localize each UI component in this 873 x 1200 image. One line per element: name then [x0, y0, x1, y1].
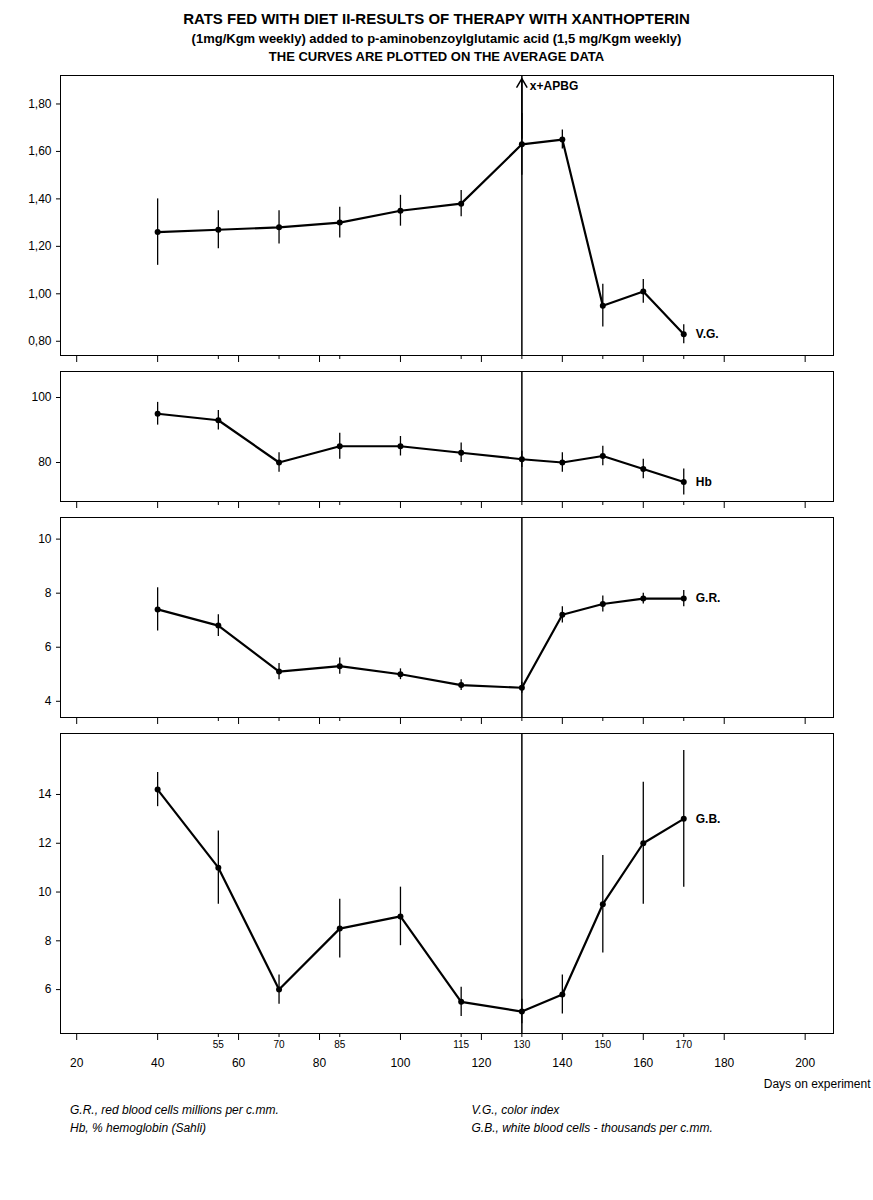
- svg-text:40: 40: [151, 1056, 165, 1070]
- svg-text:55: 55: [213, 1039, 225, 1050]
- svg-text:1,20: 1,20: [28, 239, 52, 253]
- html-text:V.G., color index: V.G., color index: [471, 1103, 560, 1117]
- svg-text:170: 170: [675, 1039, 692, 1050]
- svg-text:85: 85: [334, 1039, 346, 1050]
- svg-text:6: 6: [45, 982, 52, 996]
- svg-text:180: 180: [714, 1056, 734, 1070]
- svg-text:20: 20: [70, 1056, 84, 1070]
- svg-text:100: 100: [390, 1056, 410, 1070]
- svg-text:130: 130: [514, 1039, 531, 1050]
- svg-text:12: 12: [38, 836, 52, 850]
- svg-text:Days on experiment: Days on experiment: [764, 1077, 871, 1091]
- svg-text:80: 80: [313, 1056, 327, 1070]
- svg-text:G.R.: G.R.: [696, 591, 721, 605]
- html-text:G.R., red blood cells millions: G.R., red blood cells millions per c.mm.: [70, 1103, 279, 1117]
- html-text:Hb, % hemoglobin (Sahli): Hb, % hemoglobin (Sahli): [70, 1121, 207, 1135]
- html-text:RATS FED WITH DIET II-RESULTS: RATS FED WITH DIET II-RESULTS OF THERAPY…: [183, 10, 690, 27]
- svg-text:200: 200: [795, 1056, 815, 1070]
- svg-text:0,80: 0,80: [28, 334, 52, 348]
- svg-text:G.B.: G.B.: [696, 812, 721, 826]
- svg-text:1,00: 1,00: [28, 287, 52, 301]
- svg-text:V.G.: V.G.: [696, 327, 719, 341]
- html-text:G.B., white blood cells - thou: G.B., white blood cells - thousands per …: [471, 1121, 713, 1135]
- html-text:THE CURVES ARE PLOTTED ON THE: THE CURVES ARE PLOTTED ON THE AVERAGE DA…: [268, 49, 605, 64]
- svg-text:8: 8: [45, 586, 52, 600]
- svg-text:10: 10: [38, 532, 52, 546]
- svg-text:80: 80: [38, 455, 52, 469]
- svg-text:1,40: 1,40: [28, 192, 52, 206]
- svg-text:14: 14: [38, 787, 52, 801]
- html-text:(1mg/Kgm weekly) added to p-am: (1mg/Kgm weekly) added to p-aminobenzoyl…: [191, 31, 682, 46]
- svg-text:4: 4: [45, 694, 52, 708]
- svg-text:Hb: Hb: [696, 475, 712, 489]
- svg-text:60: 60: [232, 1056, 246, 1070]
- svg-text:150: 150: [594, 1039, 611, 1050]
- svg-text:6: 6: [45, 640, 52, 654]
- svg-text:10: 10: [38, 885, 52, 899]
- svg-text:100: 100: [31, 390, 51, 404]
- svg-text:140: 140: [552, 1056, 572, 1070]
- svg-text:1,60: 1,60: [28, 144, 52, 158]
- svg-text:115: 115: [453, 1039, 469, 1050]
- svg-text:120: 120: [471, 1056, 491, 1070]
- svg-text:1,80: 1,80: [28, 97, 52, 111]
- svg-text:x+APBG: x+APBG: [530, 79, 578, 93]
- svg-text:8: 8: [45, 934, 52, 948]
- svg-text:70: 70: [273, 1039, 285, 1050]
- svg-text:160: 160: [633, 1056, 653, 1070]
